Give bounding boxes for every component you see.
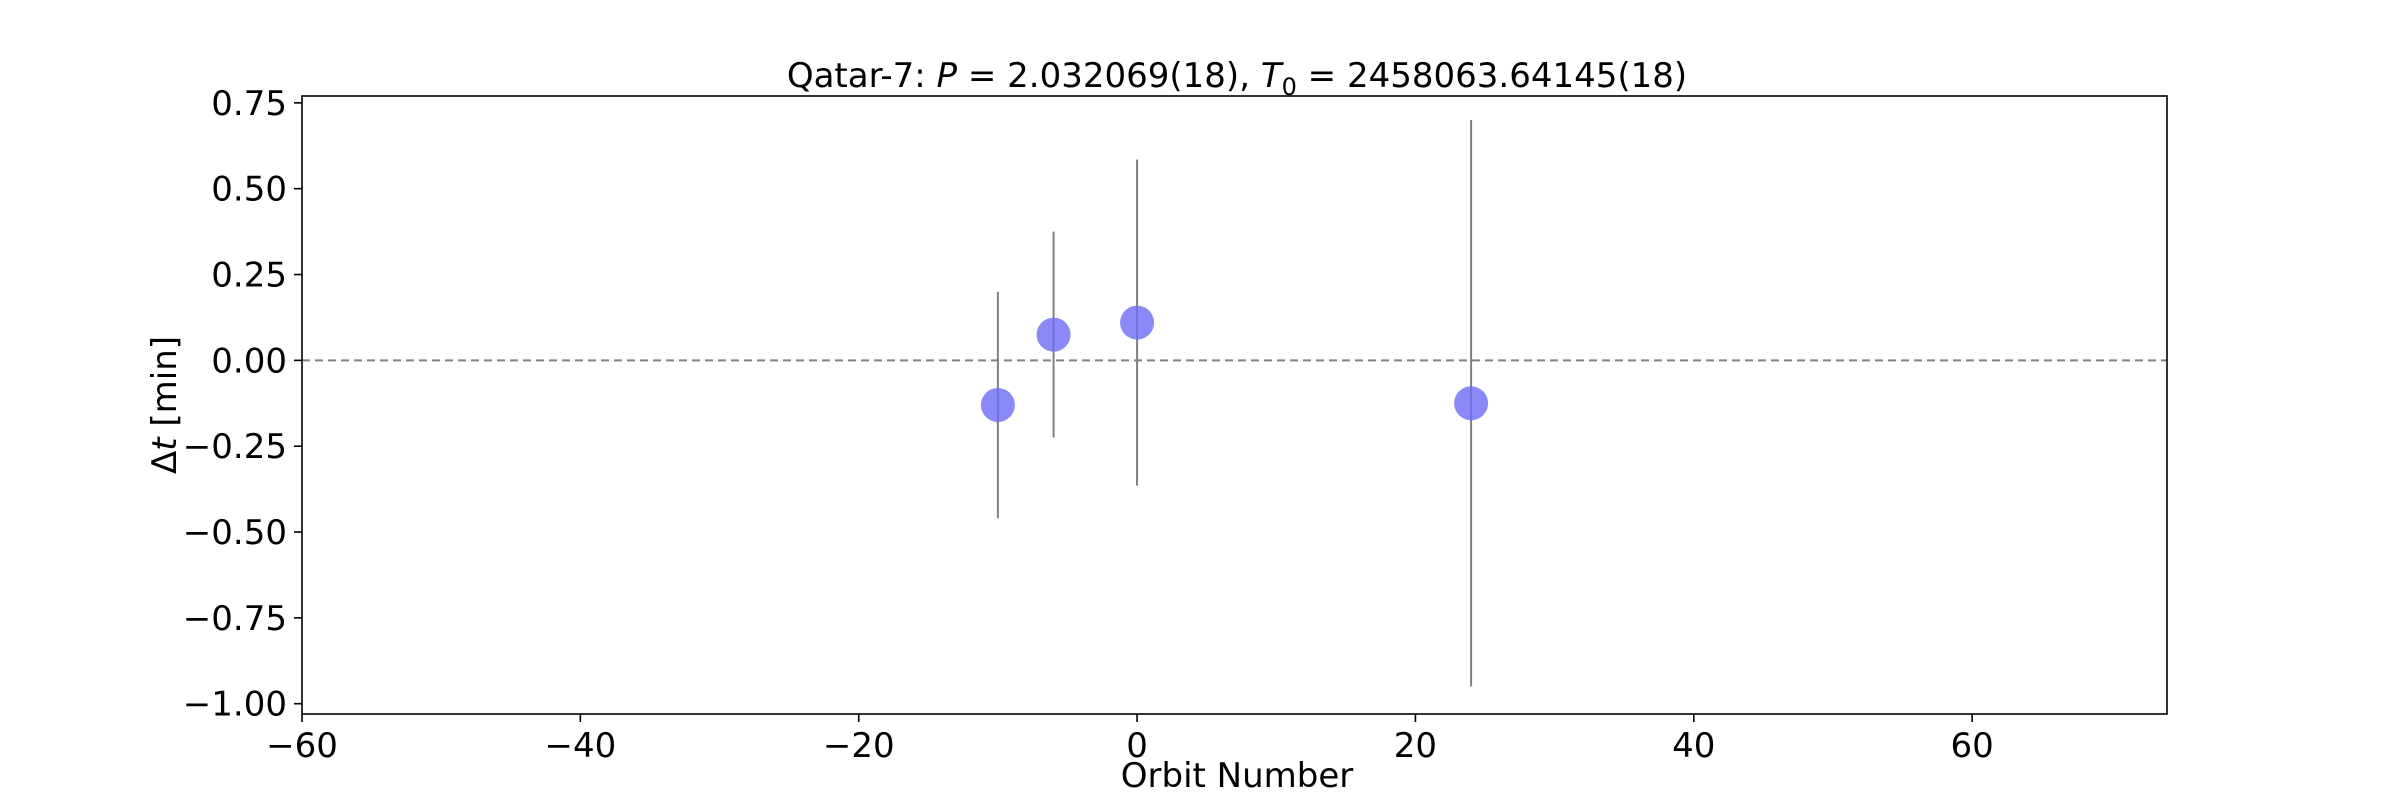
x-tick-label: 0 [1126,726,1148,766]
y-tick-label: 0.00 [211,341,287,381]
y-axis-ticks: 0.75 0.50 0.25 0.00 −0.25 −0.50 −0.75 −1.00 [183,84,302,725]
x-tick-label: −40 [544,726,616,766]
x-tick-label: 60 [1951,726,1994,766]
x-tick-label: 20 [1394,726,1437,766]
y-tick-label: −0.25 [183,427,287,467]
y-axis-label-delta: Δ [145,451,185,474]
data-point [1454,386,1489,421]
chart-title-period-symbol: P [937,56,958,96]
chart-title-epoch-subscript: 0 [1282,73,1297,101]
plot-area [301,95,2168,715]
data-point [980,388,1015,422]
chart-title-epoch-value: = 2458063.64145(18) [1297,56,1687,96]
y-tick-label: 0.50 [211,170,287,210]
y-tick-label: 0.25 [211,256,287,296]
x-tick-label: −60 [266,726,338,766]
y-axis-label: Δt [min] [145,336,185,474]
svg-text:Qatar-7: P = 2.032069(18), T0: Qatar-7: P = 2.032069(18), T0 = 2458063.… [787,56,1687,101]
data-point [1036,317,1071,352]
y-tick-label: 0.75 [211,84,287,124]
y-axis-label-variable: t [145,436,185,451]
x-tick-label: −20 [823,726,895,766]
x-axis-ticks: −60 −40 −20 0 20 40 60 [266,714,1994,766]
y-tick-label: −1.00 [183,685,287,725]
x-tick-label: 40 [1672,726,1715,766]
axes-frame [301,95,2168,715]
chart-title-prefix: Qatar-7: [787,56,937,96]
y-axis-label-unit: [min] [145,336,185,437]
y-tick-label: −0.50 [183,513,287,553]
x-axis-label: Orbit Number [1121,756,1354,796]
y-tick-label: −0.75 [183,599,287,639]
chart-title: Qatar-7: P = 2.032069(18), T0 = 2458063.… [787,56,1687,101]
chart-title-epoch-symbol: T [1261,56,1284,96]
chart-title-period-value: = 2.032069(18), [957,56,1261,96]
data-point [1120,305,1155,340]
